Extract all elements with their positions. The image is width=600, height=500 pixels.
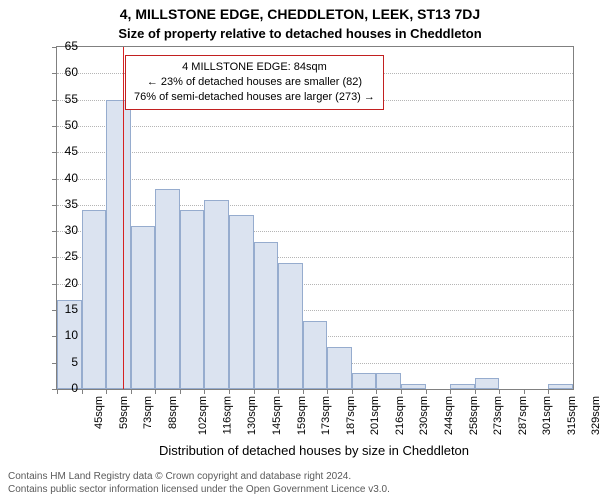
histogram-bar xyxy=(155,189,180,389)
histogram-bar xyxy=(82,210,107,389)
y-tick-label: 40 xyxy=(54,171,78,185)
x-tick xyxy=(204,389,205,394)
x-axis-label: Distribution of detached houses by size … xyxy=(56,443,572,458)
histogram-bar xyxy=(548,384,573,389)
x-tick-label: 329sqm xyxy=(591,396,600,435)
x-tick xyxy=(327,389,328,394)
x-tick-label: 201sqm xyxy=(369,396,381,435)
x-tick xyxy=(82,389,83,394)
x-tick-label: 73sqm xyxy=(142,396,154,429)
chart-title: 4, MILLSTONE EDGE, CHEDDLETON, LEEK, ST1… xyxy=(0,6,600,22)
histogram-bar xyxy=(475,378,500,389)
y-tick-label: 5 xyxy=(54,355,78,369)
x-tick-label: 130sqm xyxy=(247,396,259,435)
x-tick-label: 173sqm xyxy=(320,396,332,435)
histogram-bar xyxy=(352,373,377,389)
x-tick xyxy=(426,389,427,394)
histogram-bar xyxy=(229,215,254,389)
histogram-bar xyxy=(450,384,475,389)
x-tick xyxy=(352,389,353,394)
x-tick-label: 145sqm xyxy=(271,396,283,435)
histogram-bar xyxy=(131,226,156,389)
x-tick xyxy=(278,389,279,394)
y-tick-label: 65 xyxy=(54,39,78,53)
y-tick-label: 15 xyxy=(54,302,78,316)
x-tick-label: 116sqm xyxy=(221,396,233,434)
x-tick xyxy=(548,389,549,394)
x-tick xyxy=(155,389,156,394)
histogram-bar xyxy=(327,347,352,389)
y-tick-label: 20 xyxy=(54,276,78,290)
x-tick xyxy=(131,389,132,394)
x-tick xyxy=(229,389,230,394)
x-tick xyxy=(475,389,476,394)
y-tick-label: 60 xyxy=(54,65,78,79)
annotation-line-3: 76% of semi-detached houses are larger (… xyxy=(134,90,375,105)
annotation-line-2: ← 23% of detached houses are smaller (82… xyxy=(134,75,375,90)
histogram-bar xyxy=(180,210,205,389)
x-tick-label: 216sqm xyxy=(394,396,406,435)
y-tick-label: 0 xyxy=(54,381,78,395)
y-tick-label: 10 xyxy=(54,328,78,342)
footer-line-1: Contains HM Land Registry data © Crown c… xyxy=(8,470,592,483)
x-tick-label: 102sqm xyxy=(197,396,209,435)
x-tick xyxy=(106,389,107,394)
gridline xyxy=(57,152,573,153)
histogram-bar xyxy=(401,384,426,389)
x-tick-label: 273sqm xyxy=(492,396,504,435)
x-tick-label: 88sqm xyxy=(167,396,179,429)
chart-subtitle: Size of property relative to detached ho… xyxy=(0,26,600,41)
gridline xyxy=(57,205,573,206)
annotation-box: 4 MILLSTONE EDGE: 84sqm← 23% of detached… xyxy=(125,55,384,110)
x-tick-label: 301sqm xyxy=(541,396,553,435)
plot-area: 4 MILLSTONE EDGE: 84sqm← 23% of detached… xyxy=(56,46,574,390)
chart-container: 4, MILLSTONE EDGE, CHEDDLETON, LEEK, ST1… xyxy=(0,0,600,500)
y-tick-label: 35 xyxy=(54,197,78,211)
annotation-line-1: 4 MILLSTONE EDGE: 84sqm xyxy=(134,60,375,75)
x-tick-label: 287sqm xyxy=(517,396,529,435)
histogram-bar xyxy=(376,373,401,389)
footer-attribution: Contains HM Land Registry data © Crown c… xyxy=(8,470,592,496)
x-tick-label: 315sqm xyxy=(566,396,578,435)
x-tick xyxy=(499,389,500,394)
x-tick xyxy=(401,389,402,394)
y-tick-label: 30 xyxy=(54,223,78,237)
x-tick-label: 187sqm xyxy=(345,396,357,435)
x-tick xyxy=(376,389,377,394)
x-tick-label: 230sqm xyxy=(419,396,431,435)
histogram-bar xyxy=(106,100,131,389)
x-tick xyxy=(180,389,181,394)
footer-line-2: Contains public sector information licen… xyxy=(8,483,592,496)
histogram-bar xyxy=(254,242,279,389)
x-tick-label: 159sqm xyxy=(296,396,308,435)
histogram-bar xyxy=(303,321,328,389)
x-tick xyxy=(254,389,255,394)
histogram-bar xyxy=(204,200,229,389)
x-tick xyxy=(524,389,525,394)
x-tick-label: 244sqm xyxy=(443,396,455,435)
reference-line xyxy=(123,47,124,389)
x-tick-label: 258sqm xyxy=(468,396,480,435)
gridline xyxy=(57,126,573,127)
x-tick xyxy=(303,389,304,394)
y-tick-label: 50 xyxy=(54,118,78,132)
y-tick-label: 55 xyxy=(54,92,78,106)
y-tick-label: 45 xyxy=(54,144,78,158)
x-tick-label: 45sqm xyxy=(93,396,105,429)
y-tick-label: 25 xyxy=(54,249,78,263)
histogram-bar xyxy=(278,263,303,389)
x-tick xyxy=(450,389,451,394)
gridline xyxy=(57,179,573,180)
x-tick-label: 59sqm xyxy=(118,396,130,429)
